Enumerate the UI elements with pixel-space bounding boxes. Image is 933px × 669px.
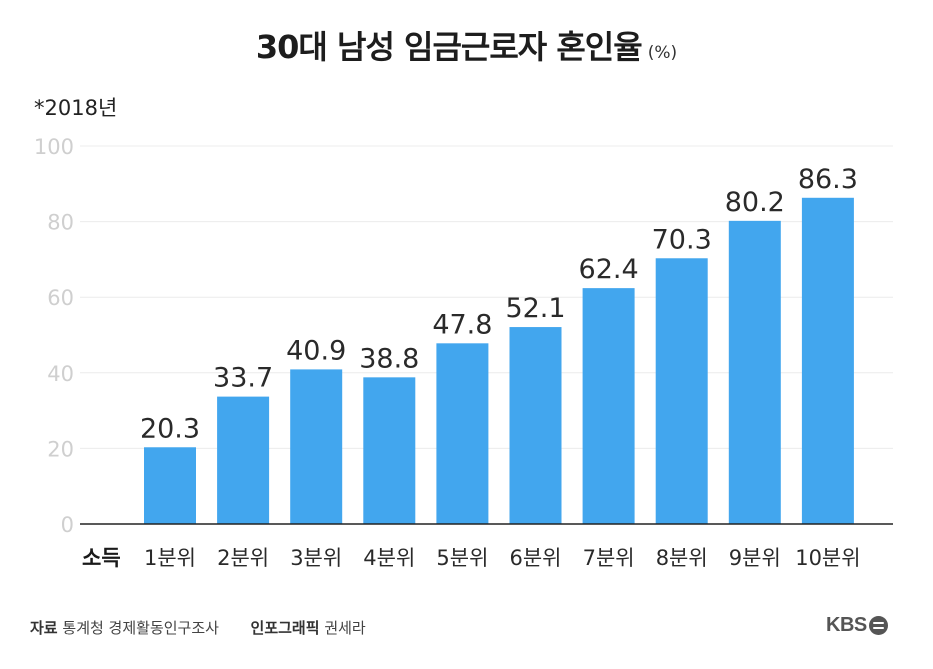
- value-label: 38.8: [359, 343, 419, 374]
- x-tick-label: 3분위: [290, 546, 342, 570]
- value-label: 33.7: [213, 363, 273, 394]
- x-tick-label: 8분위: [656, 546, 708, 570]
- x-tick-label: 10분위: [795, 546, 860, 570]
- x-tick-label: 4분위: [363, 546, 415, 570]
- value-label: 40.9: [286, 335, 346, 366]
- bar: [436, 343, 489, 524]
- y-tick-label: 60: [47, 286, 74, 310]
- value-label: 86.3: [798, 164, 858, 195]
- chart-title-row: 30대 남성 임금근로자 혼인율 (%): [0, 22, 933, 68]
- x-tick-label: 5분위: [436, 546, 488, 570]
- chart-title: 30대 남성 임금근로자 혼인율: [255, 28, 643, 66]
- credit-text: 권세라: [324, 619, 366, 637]
- y-tick-label: 20: [47, 437, 74, 461]
- bar: [582, 288, 635, 524]
- x-axis-label: 소득: [82, 546, 121, 570]
- footer: 자료 통계청 경제활동인구조사 인포그래픽 권세라: [30, 617, 366, 638]
- bar: [655, 258, 708, 524]
- value-label: 47.8: [432, 309, 492, 340]
- kbs-logo: KBS: [826, 614, 888, 637]
- value-label: 70.3: [652, 224, 712, 255]
- year-note: *2018년: [34, 96, 118, 120]
- chart-unit: (%): [647, 43, 678, 63]
- bar: [728, 220, 781, 524]
- bar: [144, 447, 196, 524]
- value-label: 52.1: [505, 293, 565, 324]
- source-label: 자료: [30, 619, 58, 637]
- y-tick-label: 100: [34, 135, 74, 159]
- bar: [290, 369, 343, 524]
- bar: [217, 396, 270, 524]
- x-tick-label: 7분위: [583, 546, 635, 570]
- y-tick-label: 80: [47, 211, 74, 235]
- credit-label: 인포그래픽: [250, 619, 320, 637]
- value-label: 80.2: [725, 187, 785, 218]
- x-tick-label: 9분위: [729, 546, 781, 570]
- bar: [509, 327, 562, 524]
- bar: [363, 377, 416, 524]
- x-tick-label: 2분위: [217, 546, 269, 570]
- x-tick-label: 1분위: [144, 546, 196, 570]
- logo-text: KBS: [826, 614, 867, 636]
- y-tick-label: 0: [61, 513, 74, 537]
- source-text: 통계청 경제활동인구조사: [62, 619, 219, 637]
- bar: [801, 197, 854, 524]
- value-label: 62.4: [579, 254, 639, 285]
- y-tick-label: 40: [47, 362, 74, 386]
- x-tick-label: 6분위: [509, 546, 561, 570]
- value-label: 20.3: [140, 413, 200, 444]
- kbs-logo-icon: [868, 616, 888, 635]
